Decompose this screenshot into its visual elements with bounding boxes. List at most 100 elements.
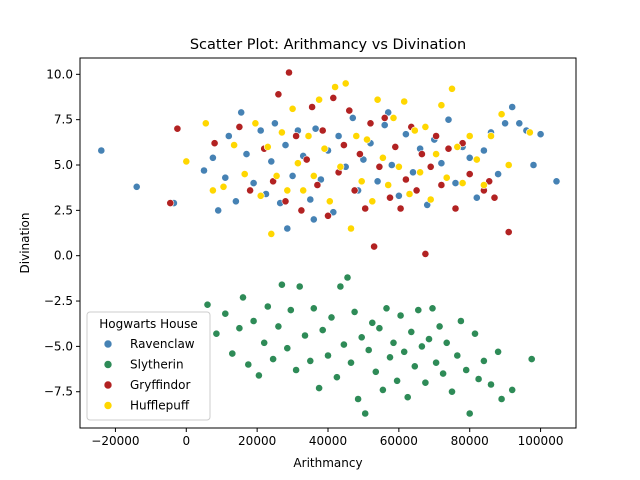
gryffindor-point (308, 103, 316, 111)
gryffindor-point (490, 193, 499, 202)
gryffindor-point (375, 162, 384, 171)
ravenclaw-point (384, 108, 393, 117)
ravenclaw-point (409, 168, 417, 177)
y-tick-label: 2.5 (54, 203, 73, 217)
gryffindor-point (370, 242, 378, 251)
slytherin-point (471, 329, 479, 338)
slytherin-point (432, 358, 440, 367)
slytherin-point (286, 306, 295, 314)
gryffindor-point (465, 170, 474, 178)
gryffindor-point (274, 90, 283, 99)
ravenclaw-point (529, 161, 538, 169)
slytherin-point (527, 355, 536, 363)
gryffindor-point (350, 186, 359, 195)
ravenclaw-point (281, 141, 290, 149)
gryffindor-point (437, 181, 446, 189)
ravenclaw-point (97, 146, 106, 155)
slytherin-point (318, 326, 327, 334)
gryffindor-point (417, 150, 426, 158)
ravenclaw-point (231, 197, 240, 206)
hufflepuff-point (267, 229, 276, 238)
slytherin-point (283, 344, 292, 353)
hufflepuff-point (453, 142, 462, 151)
hufflepuff-point (293, 159, 302, 168)
y-axis: −7.5 −5.0 −2.5 0.0 2.5 5.0 7.5 10.0 (44, 67, 80, 399)
gryffindor-point (386, 193, 394, 202)
ravenclaw-point (237, 108, 246, 117)
x-tick-label: −20000 (91, 434, 139, 448)
ravenclaw-legend-marker (103, 339, 113, 349)
slytherin-point (479, 356, 488, 365)
ravenclaw-point (311, 124, 320, 133)
ravenclaw-point (359, 155, 368, 164)
gryffindor-point (366, 119, 375, 128)
slytherin-point (396, 311, 405, 320)
ravenclaw-point (465, 153, 474, 162)
ravenclaw-point (329, 208, 338, 217)
hufflepuff-point (230, 141, 238, 149)
hufflepuff-point (472, 155, 481, 164)
slytherin-point (400, 347, 409, 356)
slytherin-point (339, 340, 348, 349)
slytherin-point (254, 371, 263, 380)
ravenclaw-point (437, 159, 446, 168)
slytherin-point (361, 409, 370, 418)
slytherin-point (442, 338, 451, 347)
slytherin-point (425, 335, 433, 343)
ravenclaw-point (387, 161, 396, 169)
slytherin-point (487, 380, 495, 389)
slytherin-point (389, 338, 398, 347)
slytherin-point (249, 317, 258, 325)
gryffindor-point (285, 68, 293, 77)
hufflepuff-point (315, 95, 323, 104)
hufflepuff-point (394, 162, 403, 171)
slytherin-point (212, 329, 221, 338)
hufflepuff-point (325, 197, 334, 206)
hufflepuff-point (277, 128, 286, 137)
ravenclaw-point (401, 130, 410, 139)
hufflepuff-point (352, 132, 361, 140)
slytherin-point (375, 324, 384, 333)
gryffindor-point (339, 141, 348, 149)
slytherin-point (368, 318, 377, 327)
gryffindor-point (451, 204, 460, 213)
slytherin-point (336, 282, 345, 291)
slytherin-point (494, 347, 502, 356)
slytherin-point (239, 293, 247, 302)
ravenclaw-point (256, 126, 265, 135)
x-tick-label: 20000 (238, 434, 276, 448)
hufflepuff-point (405, 190, 414, 198)
slytherin-point (354, 395, 362, 403)
ravenclaw-point (451, 179, 460, 187)
ravenclaw-point (334, 132, 343, 140)
x-axis-title: Arithmancy (293, 456, 362, 470)
ravenclaw-point (270, 119, 279, 128)
hufflepuff-point (363, 135, 371, 144)
legend-label: Ravenclaw (130, 337, 195, 351)
hufflepuff-point (263, 142, 272, 151)
hufflepuff-point (256, 191, 265, 200)
hufflepuff-point (336, 162, 345, 171)
hufflepuff-point (331, 83, 339, 91)
hufflepuff-point (219, 182, 228, 191)
hufflepuff-point (283, 186, 292, 195)
hufflepuff-point (458, 179, 467, 187)
hufflepuff-point (320, 144, 329, 153)
hufflepuff-point (309, 171, 318, 180)
ravenclaw-point (249, 179, 258, 187)
hufflepuff-point (479, 181, 488, 189)
slytherin-point (421, 378, 430, 387)
legend-title: Hogwarts House (99, 317, 197, 331)
slytherin-point (309, 304, 318, 313)
ravenclaw-point (479, 146, 488, 155)
gryffindor-point (396, 204, 405, 213)
legend-label: Gryffindor (130, 378, 191, 392)
hufflepuff-point (373, 95, 382, 104)
x-tick-label: 60000 (380, 434, 418, 448)
x-axis: −20000 0 20000 40000 60000 80000 100000 (91, 428, 563, 448)
y-tick-label: 5.0 (54, 158, 73, 172)
gryffindor-point (412, 186, 421, 195)
hufflepuff-point (304, 132, 313, 140)
slytherin-point (306, 356, 315, 365)
